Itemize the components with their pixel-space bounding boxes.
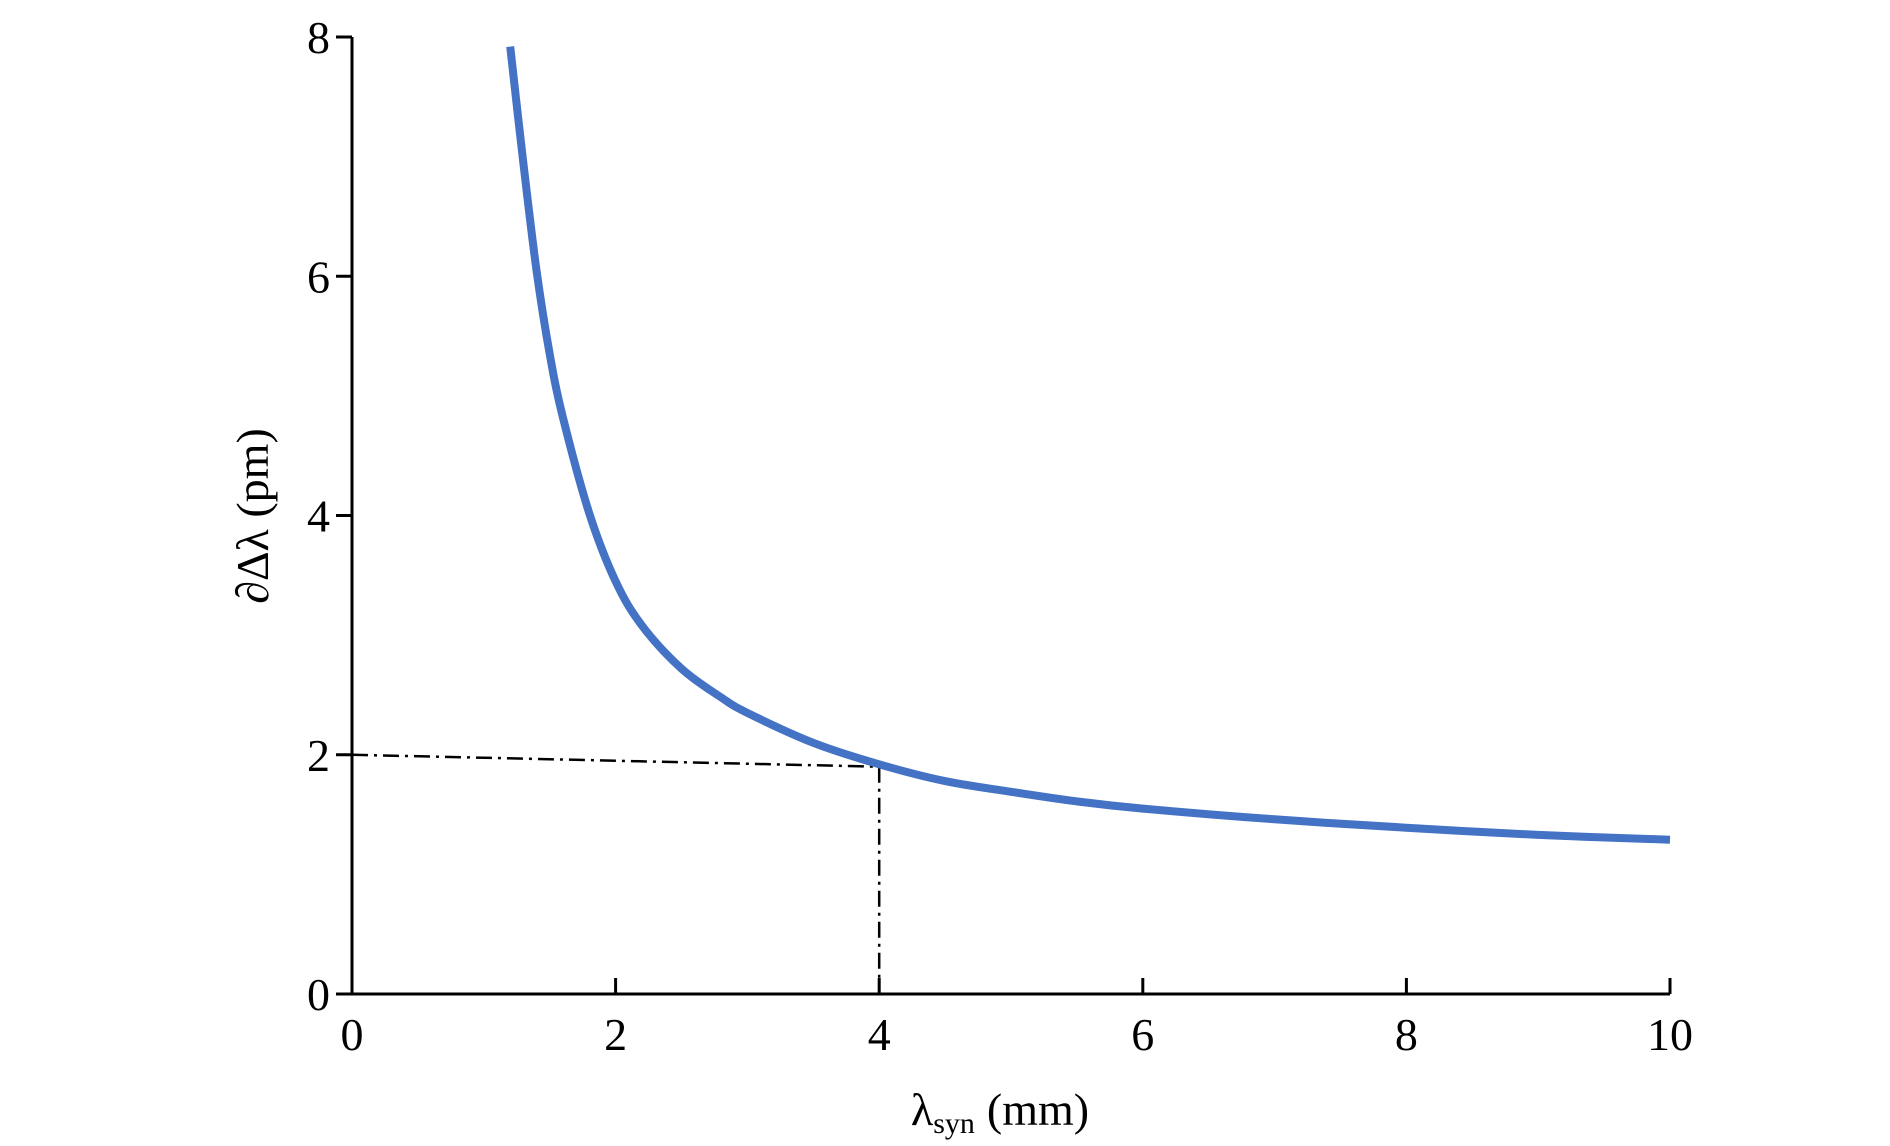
axes — [336, 35, 1672, 996]
y-axis-title: ∂Δλ (pm) — [227, 428, 278, 604]
x-axis-title-symbol: λ — [911, 1084, 934, 1135]
reference-lines — [351, 753, 881, 994]
x-tick-label: 4 — [868, 1009, 891, 1060]
y-tick-label: 6 — [307, 251, 330, 302]
x-tick-label: 6 — [1131, 1009, 1154, 1060]
x-tick-label: 10 — [1647, 1009, 1693, 1060]
x-axis-title-subscript: syn — [933, 1107, 975, 1140]
y-tick-label: 0 — [307, 969, 330, 1020]
tick-labels: 0 2 4 6 8 0 2 4 6 8 10 — [307, 12, 1693, 1060]
x-tick-label: 8 — [1395, 1009, 1418, 1060]
y-tick-label: 4 — [307, 491, 330, 542]
reference-line-1 — [351, 753, 880, 768]
x-axis-title-unit: (mm) — [987, 1084, 1089, 1135]
x-tick-label: 2 — [604, 1009, 627, 1060]
y-tick-label: 8 — [307, 12, 330, 63]
x-tick-label: 0 — [341, 1009, 364, 1060]
series-layer — [506, 46, 1671, 844]
series-line-1 — [506, 46, 1671, 844]
y-tick-label: 2 — [307, 730, 330, 781]
x-axis-title: λsyn (mm) — [911, 1084, 1089, 1140]
